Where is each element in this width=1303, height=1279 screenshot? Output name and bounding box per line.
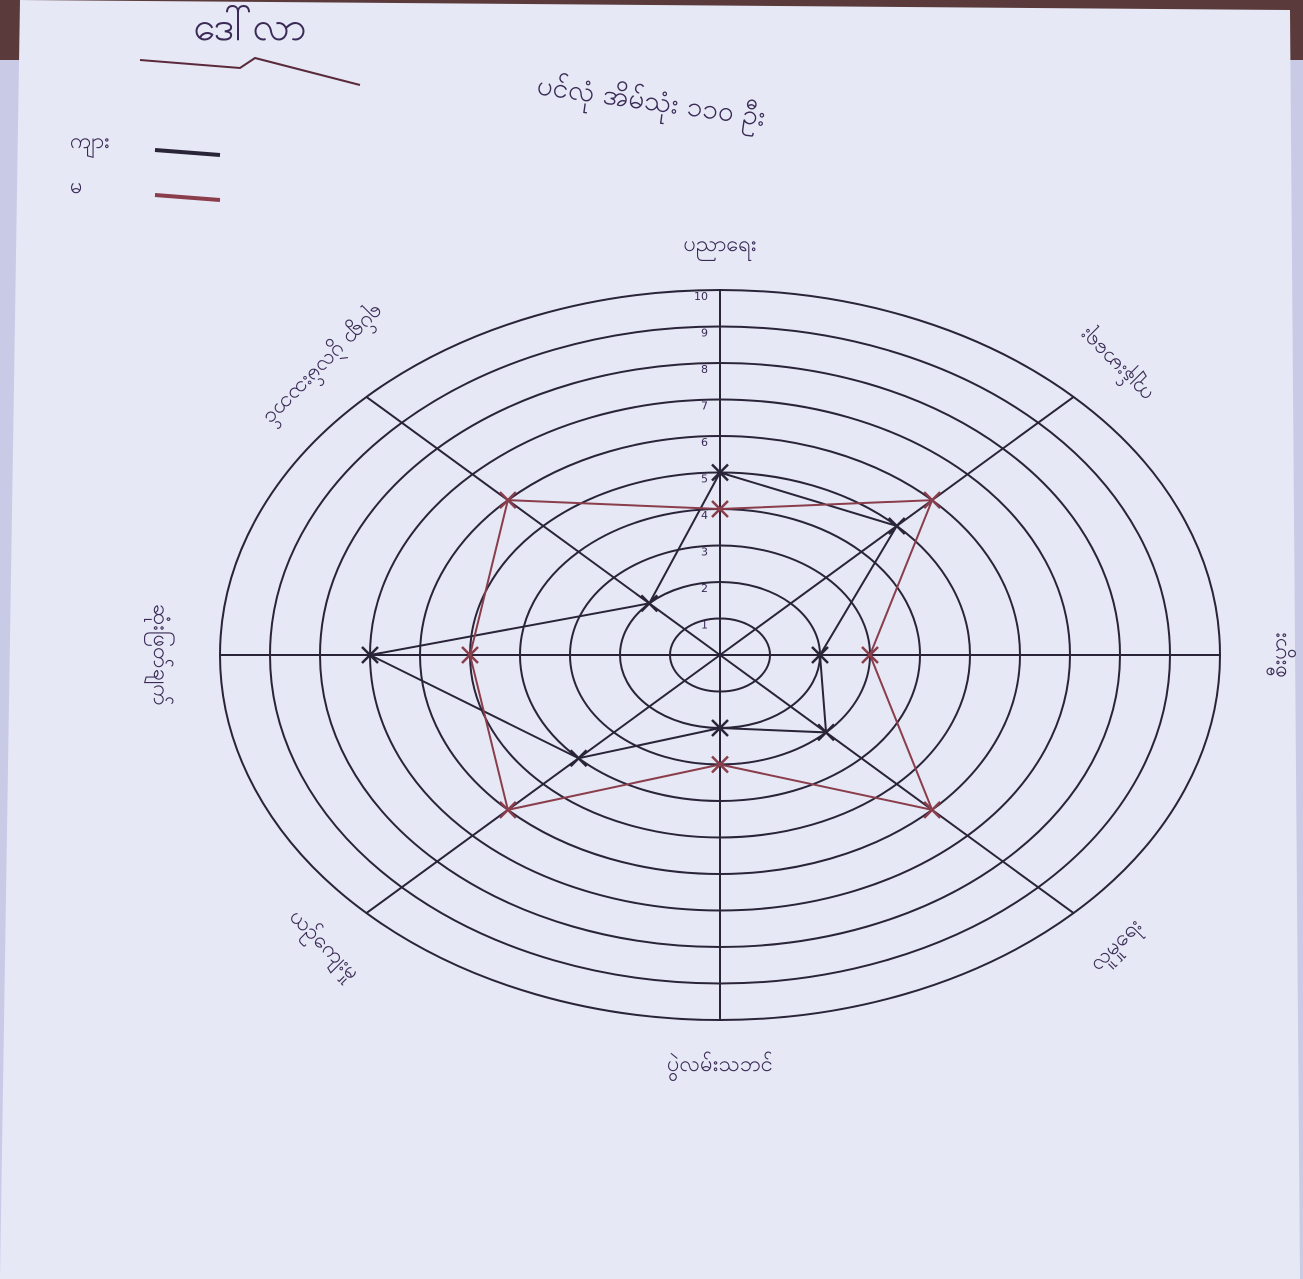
r-tick-label: 3 bbox=[701, 546, 708, 559]
r-tick-label: 9 bbox=[701, 327, 708, 340]
r-tick-label: 5 bbox=[701, 473, 708, 486]
legend-label: မ bbox=[70, 174, 83, 199]
r-tick-label: 7 bbox=[701, 400, 708, 413]
r-tick-label: 6 bbox=[701, 436, 708, 449]
paper bbox=[0, 0, 1300, 1279]
axis-label: ပညာရေး bbox=[683, 232, 756, 261]
r-tick-label: 2 bbox=[701, 582, 708, 595]
r-tick-label: 1 bbox=[701, 619, 708, 632]
r-tick-label: 10 bbox=[694, 290, 708, 303]
chart: ဒေါ်လာ ပင်လုံ အိမ်သုံး ၁၁၀ ဦး ကျားမ12345… bbox=[0, 0, 1303, 1279]
axis-label: ဆုံးဖြတ်ချက် bbox=[144, 604, 175, 706]
r-tick-label: 4 bbox=[701, 509, 708, 522]
legend-label: ကျား bbox=[70, 129, 110, 158]
chart-title: ဒေါ်လာ bbox=[193, 4, 306, 50]
photo: ဒေါ်လာ ပင်လုံ အိမ်သုံး ၁၁၀ ဦး ကျားမ12345… bbox=[0, 0, 1303, 1279]
r-tick-label: 8 bbox=[701, 363, 708, 376]
